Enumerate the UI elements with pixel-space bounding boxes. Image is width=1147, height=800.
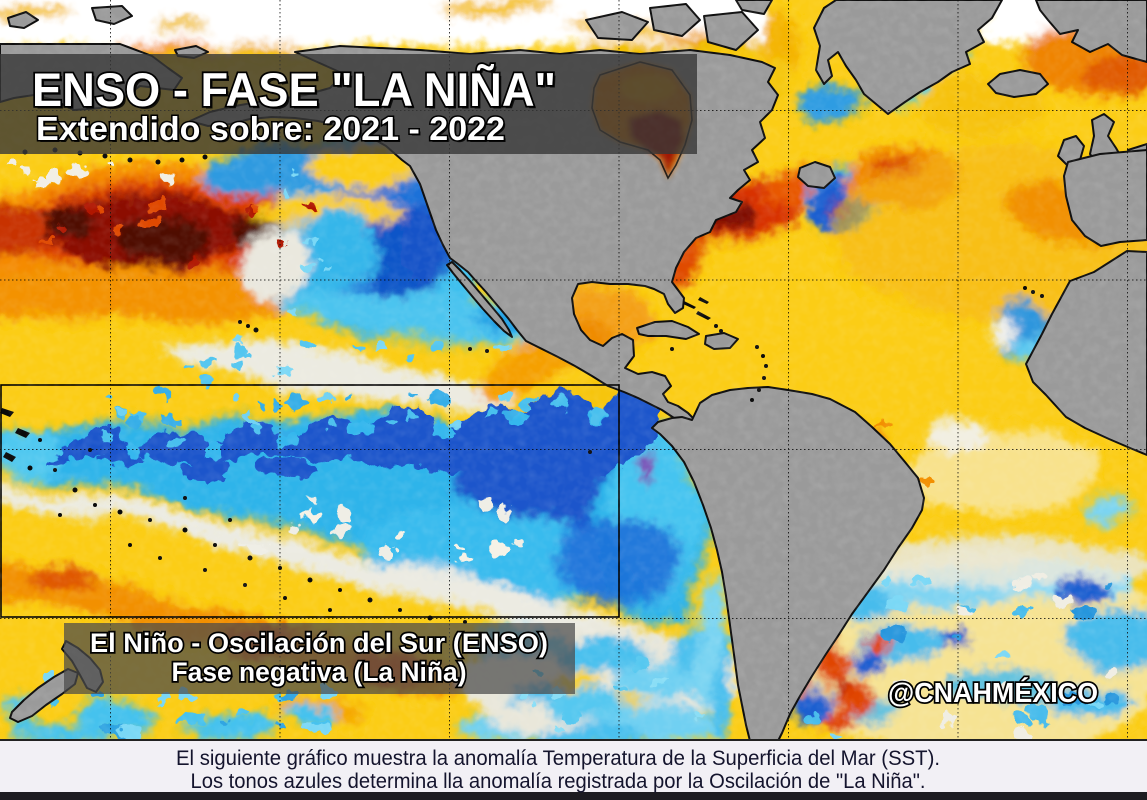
svg-text:Fase negativa (La Niña): Fase negativa (La Niña) [172,657,467,687]
svg-text:El Niño - Oscilación del Sur (: El Niño - Oscilación del Sur (ENSO) [90,628,548,658]
svg-text:ENSO - FASE "LA NIÑA": ENSO - FASE "LA NIÑA" [35,66,559,119]
svg-text:@CNAHMÉXICO: @CNAHMÉXICO [888,677,1098,708]
svg-text:ENSO - FASE "LA NIÑA": ENSO - FASE "LA NIÑA" [32,63,556,116]
svg-text:Los tonos azules determina lla: Los tonos azules determina lla anomalía … [191,770,926,793]
svg-text:Extendido sobre: 2021 - 2022: Extendido sobre: 2021 - 2022 [38,112,507,149]
svg-text:Extendido sobre: 2021 - 2022: Extendido sobre: 2021 - 2022 [36,110,505,147]
svg-text:El siguiente gráfico muestra l: El siguiente gráfico muestra la anomalía… [176,747,940,770]
